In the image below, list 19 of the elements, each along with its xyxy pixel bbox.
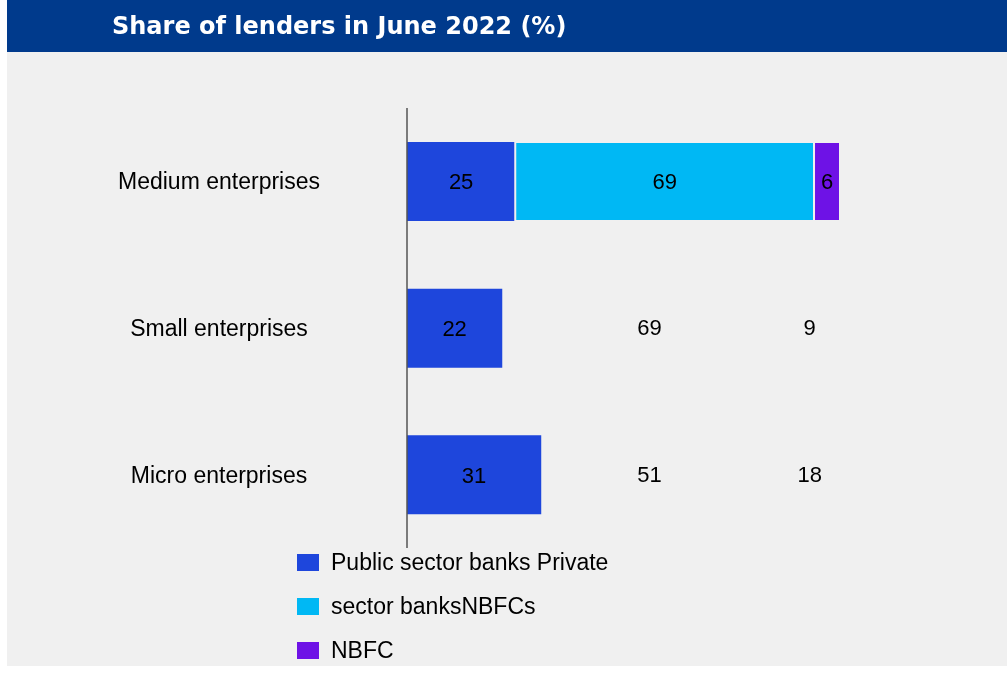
bar	[407, 142, 516, 221]
annotation: 69	[636, 314, 663, 342]
data-label: 22	[442, 315, 467, 341]
y-tick-label: Small enterprises	[130, 315, 308, 341]
y-tick-label: Micro enterprises	[130, 461, 308, 488]
legend-label: NBFC	[331, 636, 394, 664]
legend-label: sector banksNBFCs	[331, 592, 536, 620]
annotation: 9	[802, 314, 817, 342]
data-label: 25	[448, 169, 474, 195]
y-tick-label: Medium enterprises	[118, 168, 320, 195]
bar	[407, 288, 503, 368]
bar	[407, 435, 542, 515]
annotation: 18	[796, 460, 823, 489]
chart-title: Share of lenders in June 2022 (%)	[7, 0, 1007, 52]
legend-label: Public sector banks Private	[331, 548, 609, 576]
annotation: 51	[636, 460, 663, 489]
data-label: 6	[820, 169, 834, 195]
data-label: 69	[652, 169, 677, 195]
data-label: 31	[461, 462, 487, 488]
